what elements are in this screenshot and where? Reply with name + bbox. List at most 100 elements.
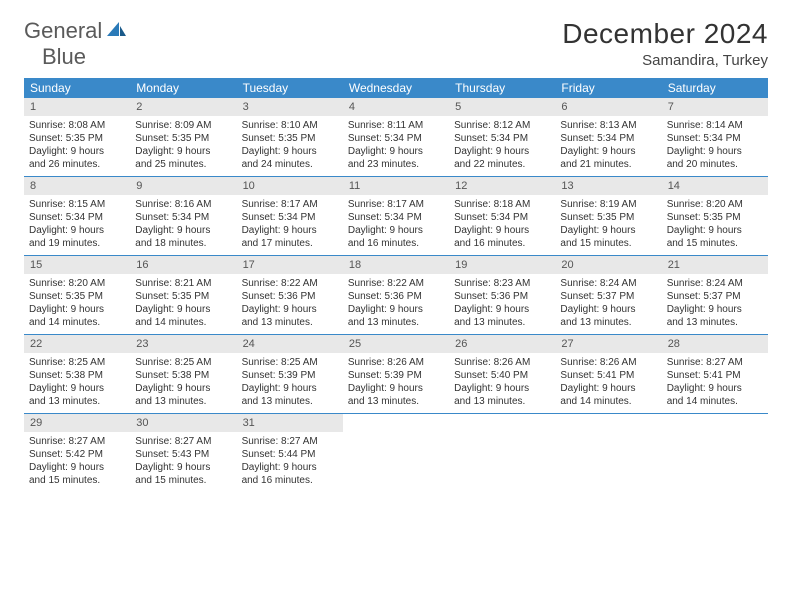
day-body: Sunrise: 8:26 AMSunset: 5:41 PMDaylight:… [555,353,661,412]
day-cell: 14Sunrise: 8:20 AMSunset: 5:35 PMDayligh… [662,177,768,255]
calendar: SundayMondayTuesdayWednesdayThursdayFrid… [24,78,768,492]
daylight-text: Daylight: 9 hours [560,224,656,237]
day-number: 4 [343,98,449,116]
sunset-text: Sunset: 5:38 PM [135,369,231,382]
daylight-text: Daylight: 9 hours [135,382,231,395]
day-cell [662,414,768,492]
daylight-text: and 19 minutes. [29,237,125,250]
sunset-text: Sunset: 5:39 PM [348,369,444,382]
day-body: Sunrise: 8:12 AMSunset: 5:34 PMDaylight:… [449,116,555,175]
sunset-text: Sunset: 5:35 PM [29,132,125,145]
week-row: 22Sunrise: 8:25 AMSunset: 5:38 PMDayligh… [24,335,768,414]
logo-sail-icon [105,20,127,43]
day-body: Sunrise: 8:24 AMSunset: 5:37 PMDaylight:… [662,274,768,333]
day-cell: 13Sunrise: 8:19 AMSunset: 5:35 PMDayligh… [555,177,661,255]
daylight-text: Daylight: 9 hours [29,303,125,316]
day-header-row: SundayMondayTuesdayWednesdayThursdayFrid… [24,78,768,98]
day-cell: 23Sunrise: 8:25 AMSunset: 5:38 PMDayligh… [130,335,236,413]
week-row: 1Sunrise: 8:08 AMSunset: 5:35 PMDaylight… [24,98,768,177]
week-row: 29Sunrise: 8:27 AMSunset: 5:42 PMDayligh… [24,414,768,492]
sunset-text: Sunset: 5:35 PM [135,132,231,145]
daylight-text: and 20 minutes. [667,158,763,171]
sunrise-text: Sunrise: 8:17 AM [348,198,444,211]
daylight-text: and 26 minutes. [29,158,125,171]
day-number: 25 [343,335,449,353]
sunrise-text: Sunrise: 8:24 AM [667,277,763,290]
title-block: December 2024 Samandira, Turkey [562,18,768,69]
sunset-text: Sunset: 5:41 PM [560,369,656,382]
day-cell: 18Sunrise: 8:22 AMSunset: 5:36 PMDayligh… [343,256,449,334]
day-body: Sunrise: 8:22 AMSunset: 5:36 PMDaylight:… [343,274,449,333]
day-body: Sunrise: 8:08 AMSunset: 5:35 PMDaylight:… [24,116,130,175]
daylight-text: Daylight: 9 hours [667,145,763,158]
day-body: Sunrise: 8:11 AMSunset: 5:34 PMDaylight:… [343,116,449,175]
daylight-text: Daylight: 9 hours [242,382,338,395]
sunset-text: Sunset: 5:37 PM [560,290,656,303]
day-body: Sunrise: 8:13 AMSunset: 5:34 PMDaylight:… [555,116,661,175]
day-body: Sunrise: 8:25 AMSunset: 5:38 PMDaylight:… [130,353,236,412]
sunrise-text: Sunrise: 8:18 AM [454,198,550,211]
day-header: Sunday [24,78,130,98]
daylight-text: and 13 minutes. [348,395,444,408]
sunset-text: Sunset: 5:34 PM [667,132,763,145]
daylight-text: Daylight: 9 hours [135,461,231,474]
sunrise-text: Sunrise: 8:21 AM [135,277,231,290]
day-number: 16 [130,256,236,274]
sunset-text: Sunset: 5:34 PM [242,211,338,224]
day-number: 23 [130,335,236,353]
day-cell [449,414,555,492]
day-body: Sunrise: 8:20 AMSunset: 5:35 PMDaylight:… [24,274,130,333]
day-number: 21 [662,256,768,274]
daylight-text: Daylight: 9 hours [454,303,550,316]
daylight-text: and 14 minutes. [667,395,763,408]
day-body: Sunrise: 8:27 AMSunset: 5:41 PMDaylight:… [662,353,768,412]
day-cell: 22Sunrise: 8:25 AMSunset: 5:38 PMDayligh… [24,335,130,413]
daylight-text: and 14 minutes. [560,395,656,408]
sunrise-text: Sunrise: 8:17 AM [242,198,338,211]
daylight-text: and 13 minutes. [560,316,656,329]
weeks-container: 1Sunrise: 8:08 AMSunset: 5:35 PMDaylight… [24,98,768,492]
daylight-text: Daylight: 9 hours [348,224,444,237]
day-number: 15 [24,256,130,274]
day-number: 17 [237,256,343,274]
daylight-text: Daylight: 9 hours [667,382,763,395]
day-body: Sunrise: 8:15 AMSunset: 5:34 PMDaylight:… [24,195,130,254]
daylight-text: Daylight: 9 hours [348,303,444,316]
day-body: Sunrise: 8:21 AMSunset: 5:35 PMDaylight:… [130,274,236,333]
daylight-text: and 15 minutes. [667,237,763,250]
day-number: 6 [555,98,661,116]
day-cell: 24Sunrise: 8:25 AMSunset: 5:39 PMDayligh… [237,335,343,413]
sunrise-text: Sunrise: 8:24 AM [560,277,656,290]
sunrise-text: Sunrise: 8:25 AM [135,356,231,369]
daylight-text: and 16 minutes. [348,237,444,250]
day-number: 13 [555,177,661,195]
daylight-text: and 13 minutes. [242,395,338,408]
day-cell: 8Sunrise: 8:15 AMSunset: 5:34 PMDaylight… [24,177,130,255]
day-number: 12 [449,177,555,195]
day-cell: 17Sunrise: 8:22 AMSunset: 5:36 PMDayligh… [237,256,343,334]
daylight-text: Daylight: 9 hours [560,382,656,395]
day-number: 2 [130,98,236,116]
sunset-text: Sunset: 5:34 PM [560,132,656,145]
day-cell: 6Sunrise: 8:13 AMSunset: 5:34 PMDaylight… [555,98,661,176]
sunset-text: Sunset: 5:36 PM [348,290,444,303]
daylight-text: Daylight: 9 hours [29,461,125,474]
day-body: Sunrise: 8:25 AMSunset: 5:38 PMDaylight:… [24,353,130,412]
day-body: Sunrise: 8:19 AMSunset: 5:35 PMDaylight:… [555,195,661,254]
sunrise-text: Sunrise: 8:19 AM [560,198,656,211]
sunset-text: Sunset: 5:34 PM [135,211,231,224]
daylight-text: and 13 minutes. [454,316,550,329]
daylight-text: and 18 minutes. [135,237,231,250]
sunrise-text: Sunrise: 8:22 AM [348,277,444,290]
daylight-text: and 22 minutes. [454,158,550,171]
sunrise-text: Sunrise: 8:13 AM [560,119,656,132]
daylight-text: and 23 minutes. [348,158,444,171]
day-number: 19 [449,256,555,274]
daylight-text: Daylight: 9 hours [454,145,550,158]
day-number: 7 [662,98,768,116]
day-body: Sunrise: 8:14 AMSunset: 5:34 PMDaylight:… [662,116,768,175]
sunset-text: Sunset: 5:34 PM [454,132,550,145]
day-cell: 19Sunrise: 8:23 AMSunset: 5:36 PMDayligh… [449,256,555,334]
day-header: Tuesday [237,78,343,98]
day-body: Sunrise: 8:20 AMSunset: 5:35 PMDaylight:… [662,195,768,254]
